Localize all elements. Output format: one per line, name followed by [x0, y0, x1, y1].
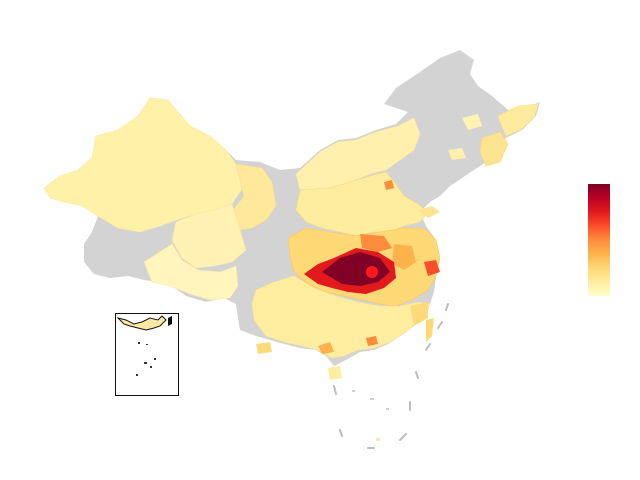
- region-hainan: [328, 366, 342, 380]
- region-tibet-east: [143, 243, 239, 301]
- region-jilin-patch: [479, 131, 509, 167]
- colorbar: [588, 184, 610, 296]
- south-china-sea-inset: [115, 313, 179, 396]
- region-beijing-dot: [384, 180, 394, 190]
- region-zhejiang-red: [424, 260, 440, 276]
- region-guangdong-red: [366, 336, 378, 346]
- region-south-china: [251, 275, 431, 359]
- region-liaoning-patch: [448, 148, 466, 160]
- region-shandong-patch: [418, 206, 440, 218]
- region-anhui-orange: [392, 244, 416, 270]
- region-gansu: [229, 163, 277, 231]
- region-qinghai: [171, 203, 247, 269]
- region-fujian-patch: [410, 302, 428, 326]
- region-north-china: [295, 171, 429, 237]
- inset-taiwan: [168, 316, 172, 326]
- region-yunnan-patch: [256, 342, 272, 354]
- inset-islands: [136, 342, 156, 376]
- region-guangxi-orange: [318, 342, 334, 354]
- region-taiwan: [426, 318, 434, 342]
- region-hlj-patch-2: [462, 114, 482, 130]
- region-henan-orange: [360, 234, 392, 252]
- nine-dash-line: [333, 303, 449, 449]
- region-heilongjiang-patch: [497, 103, 539, 137]
- inset-map: [116, 315, 172, 376]
- south-sea-islands: [352, 390, 389, 441]
- colorbar-gradient: [588, 184, 610, 296]
- inset-coastline: [116, 315, 167, 331]
- region-wuhan-marker: [366, 266, 378, 278]
